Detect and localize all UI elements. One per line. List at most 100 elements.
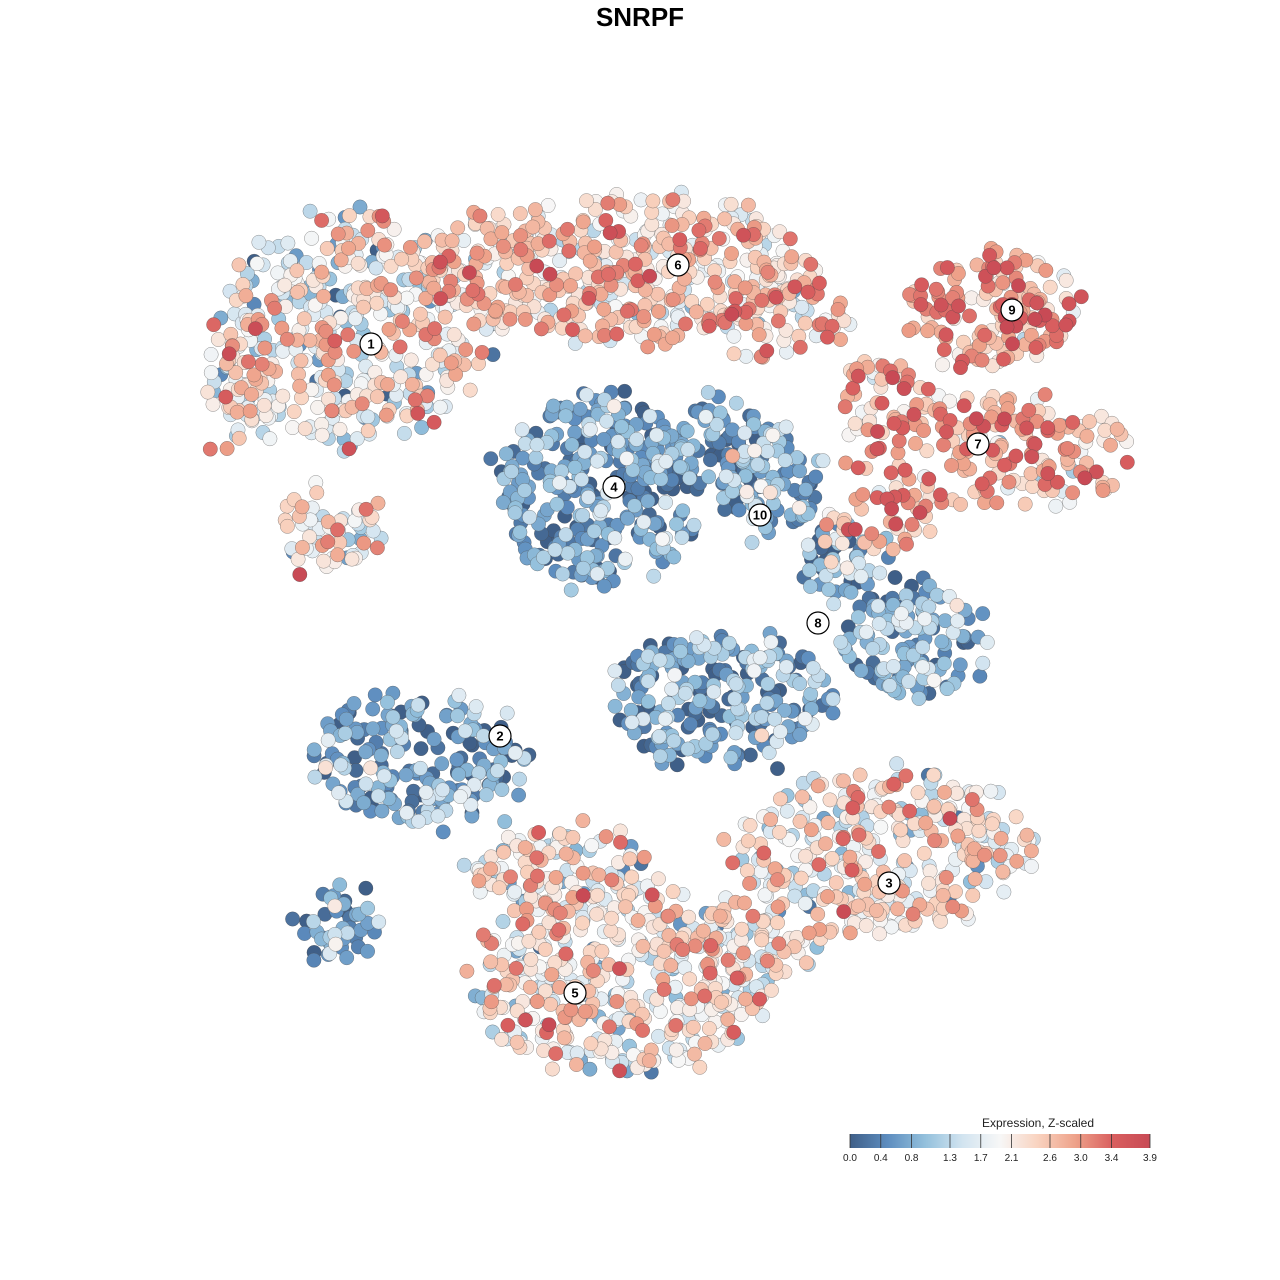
cluster-label-text: 2 — [496, 729, 503, 744]
cell-point — [744, 535, 760, 550]
cell-point — [529, 258, 545, 274]
cell-point — [360, 423, 376, 439]
cell-point — [761, 745, 777, 761]
cell-point — [279, 331, 295, 347]
cell-point — [432, 399, 448, 415]
cell-point — [403, 352, 419, 368]
cell-point — [356, 535, 372, 551]
cell-point — [296, 311, 312, 327]
cell-point — [544, 967, 560, 983]
cell-point — [802, 799, 818, 815]
cell-point — [540, 198, 556, 213]
cell-point — [798, 955, 814, 971]
cell-point — [388, 723, 404, 739]
cell-point — [606, 398, 622, 414]
cell-point — [750, 457, 766, 472]
cell-point — [270, 265, 286, 281]
cell-point — [589, 453, 605, 469]
cell-point — [650, 871, 666, 887]
cluster-label-text: 4 — [610, 480, 618, 495]
cell-point — [513, 242, 529, 258]
cluster-label-text: 9 — [1008, 303, 1015, 318]
cluster-label-4: 4 — [602, 475, 626, 499]
points-layer — [200, 184, 1135, 1080]
cell-point — [858, 624, 874, 640]
cell-point — [314, 264, 330, 280]
cell-point — [792, 676, 808, 692]
cell-point — [314, 212, 330, 228]
cell-point — [358, 776, 374, 792]
cell-point — [821, 582, 837, 597]
cell-point — [870, 424, 886, 439]
cell-point — [644, 887, 660, 903]
cell-point — [968, 411, 984, 427]
cell-point — [798, 482, 814, 498]
cell-point — [319, 241, 335, 256]
cell-point — [478, 787, 494, 803]
cell-point — [709, 417, 725, 433]
cell-point — [936, 655, 952, 671]
cell-point — [577, 328, 593, 344]
cell-point — [410, 697, 426, 713]
cell-point — [901, 674, 917, 690]
cell-point — [330, 226, 346, 242]
cell-point — [851, 827, 867, 843]
cell-point — [833, 634, 849, 650]
cell-point — [935, 357, 950, 373]
cell-point — [529, 994, 545, 1009]
cell-point — [646, 326, 662, 342]
cell-point — [434, 756, 450, 772]
cell-point — [1027, 311, 1043, 327]
legend-tick-label: 0.8 — [905, 1153, 919, 1164]
cell-point — [777, 702, 792, 718]
cell-point — [870, 598, 886, 614]
cell-point — [402, 239, 418, 255]
cell-point — [577, 444, 593, 460]
cell-point — [933, 913, 948, 929]
cell-point — [622, 851, 638, 867]
cell-point — [680, 741, 696, 757]
cell-point — [383, 258, 399, 274]
cell-point — [412, 760, 428, 776]
cluster-label-7: 7 — [966, 432, 990, 456]
cell-point — [584, 838, 600, 854]
cell-point — [872, 565, 888, 581]
cell-point — [699, 296, 715, 312]
cell-point — [794, 789, 810, 805]
cell-point — [627, 498, 642, 514]
cell-point — [339, 950, 355, 966]
cell-point — [755, 1008, 771, 1024]
cell-point — [938, 870, 954, 885]
cell-point — [297, 926, 312, 941]
cell-point — [542, 266, 558, 282]
cell-point — [1042, 279, 1058, 295]
cell-point — [490, 763, 505, 779]
cell-point — [229, 404, 245, 420]
cell-point — [933, 297, 949, 313]
cell-point — [728, 395, 744, 411]
cell-point — [496, 844, 512, 860]
cell-point — [792, 727, 808, 743]
cell-point — [545, 398, 561, 414]
cell-point — [791, 500, 807, 516]
cell-point — [338, 711, 354, 727]
cell-point — [754, 709, 770, 725]
cell-point — [427, 321, 443, 337]
cell-point — [920, 381, 936, 397]
cell-point — [736, 227, 751, 243]
cluster-label-10: 10 — [748, 503, 772, 527]
cell-point — [389, 744, 405, 760]
cell-point — [413, 741, 429, 757]
cell-point — [294, 540, 310, 555]
cell-point — [884, 501, 900, 517]
cell-point — [660, 696, 676, 711]
cell-point — [331, 785, 347, 801]
cell-point — [1009, 853, 1025, 869]
legend-tick-label: 1.3 — [943, 1153, 957, 1164]
cell-point — [767, 711, 783, 727]
cell-point — [636, 309, 652, 325]
cell-point — [567, 425, 583, 440]
cell-point — [665, 192, 681, 208]
cell-point — [451, 766, 467, 782]
cell-point — [797, 711, 813, 727]
